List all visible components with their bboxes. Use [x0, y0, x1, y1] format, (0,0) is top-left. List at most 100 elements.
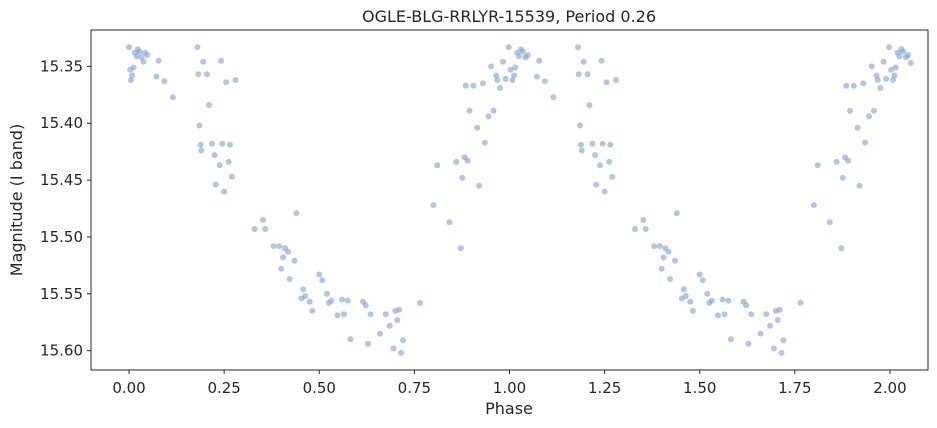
data-point-150 [682, 293, 689, 300]
x-axis-ticks: 0.00 0.25 0.50 0.75 1.00 1.25 1.50 1.75 2.00 [112, 370, 907, 397]
data-point-130 [601, 188, 608, 195]
x-tick-label-7: 1.75 [778, 379, 811, 397]
data-point-191 [862, 139, 869, 146]
data-point-29 [218, 57, 225, 64]
data-point-34 [226, 141, 233, 148]
data-point-83 [459, 174, 466, 181]
data-point-208 [900, 48, 907, 55]
data-point-79 [434, 162, 441, 169]
data-point-62 [344, 297, 351, 304]
data-point-47 [291, 257, 298, 264]
data-point-98 [497, 85, 503, 91]
data-point-117 [575, 71, 582, 78]
data-point-16 [169, 94, 176, 101]
data-point-119 [578, 141, 584, 148]
data-point-36 [232, 77, 239, 83]
data-point-68 [377, 330, 384, 337]
data-point-206 [896, 53, 903, 60]
data-point-196 [874, 77, 881, 83]
data-point-145 [667, 276, 674, 282]
data-point-116 [575, 44, 581, 51]
data-point-112 [533, 73, 540, 80]
data-point-65 [362, 302, 369, 309]
y-axis-ticks: 15.35 15.40 15.45 15.50 15.55 15.60 [40, 57, 91, 360]
data-point-133 [607, 141, 614, 148]
data-point-28 [216, 162, 223, 169]
data-point-200 [886, 44, 893, 51]
data-point-30 [219, 140, 226, 147]
data-point-128 [598, 57, 605, 64]
data-point-186 [847, 107, 853, 114]
data-point-82 [457, 245, 464, 252]
data-point-123 [586, 102, 593, 109]
data-point-9 [138, 54, 145, 61]
data-point-181 [838, 245, 845, 252]
data-point-162 [727, 336, 734, 343]
data-point-201 [888, 66, 895, 73]
data-point-85 [462, 82, 469, 89]
data-point-54 [316, 271, 323, 278]
data-point-52 [306, 298, 313, 305]
data-point-6 [133, 53, 140, 60]
x-tick-label-1: 0.25 [207, 379, 240, 397]
data-point-48 [293, 210, 300, 217]
data-points [126, 44, 914, 356]
x-axis-label: Phase [485, 399, 533, 418]
data-point-50 [300, 286, 307, 293]
data-point-37 [251, 226, 258, 232]
data-point-56 [323, 290, 330, 297]
data-point-12 [144, 52, 151, 58]
data-point-104 [511, 72, 518, 79]
data-point-43 [280, 254, 287, 261]
data-point-87 [466, 107, 473, 114]
data-point-53 [309, 307, 316, 314]
data-point-195 [873, 72, 880, 79]
data-point-8 [136, 48, 143, 55]
data-point-35 [228, 173, 235, 180]
data-point-131 [603, 79, 610, 86]
data-point-107 [516, 53, 522, 60]
data-point-190 [860, 80, 867, 87]
y-axis-label: Magnitude (I band) [7, 124, 26, 276]
data-point-170 [770, 345, 777, 352]
data-point-74 [396, 306, 403, 313]
data-point-14 [155, 57, 162, 64]
data-point-27 [212, 181, 219, 188]
data-point-115 [550, 94, 557, 101]
data-point-91 [479, 80, 486, 87]
data-point-3 [129, 72, 136, 79]
data-point-102 [507, 66, 514, 73]
data-point-38 [260, 216, 266, 223]
data-point-103 [509, 77, 516, 83]
data-point-199 [883, 75, 890, 82]
data-point-125 [592, 152, 599, 159]
data-point-20 [197, 141, 204, 148]
data-point-33 [225, 158, 232, 165]
data-point-69 [382, 311, 389, 318]
data-point-101 [505, 44, 512, 51]
x-tick-label-0: 0.00 [112, 379, 145, 397]
data-point-59 [334, 312, 341, 319]
data-point-124 [589, 140, 596, 147]
data-point-184 [843, 82, 850, 89]
data-point-122 [584, 71, 591, 78]
data-point-154 [699, 277, 706, 284]
data-point-211 [907, 60, 914, 66]
data-point-153 [696, 271, 703, 278]
data-point-120 [578, 147, 585, 154]
data-point-95 [490, 107, 497, 114]
data-point-172 [774, 317, 781, 323]
data-point-105 [512, 64, 519, 71]
data-point-90 [476, 182, 483, 189]
data-point-111 [524, 52, 531, 58]
y-tick-label-2: 15.45 [40, 171, 83, 189]
data-point-23 [204, 71, 210, 78]
data-point-151 [687, 298, 694, 305]
data-point-66 [365, 340, 371, 347]
data-point-132 [606, 158, 613, 165]
data-point-129 [599, 140, 606, 147]
data-point-127 [597, 162, 603, 169]
data-point-176 [797, 299, 804, 306]
chart-title: OGLE-BLG-RRLYR-15539, Period 0.26 [362, 7, 656, 26]
